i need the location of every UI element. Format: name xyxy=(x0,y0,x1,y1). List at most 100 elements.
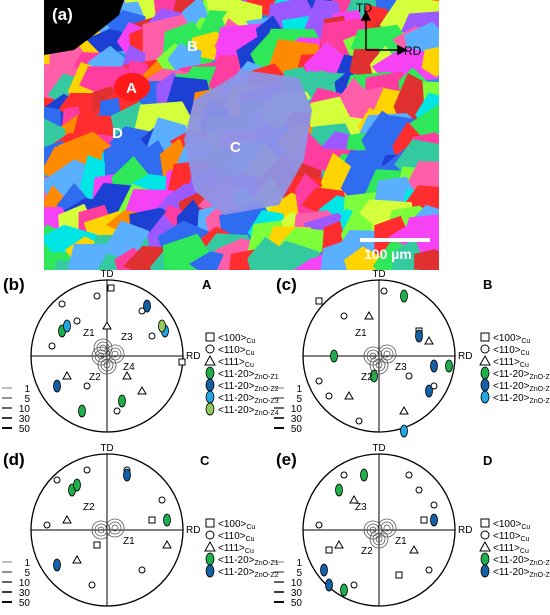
panel-label: (e) xyxy=(276,450,297,469)
cu-110-pole xyxy=(315,377,323,385)
cu-110-pole xyxy=(340,312,348,320)
cu-110-pole xyxy=(53,476,61,484)
cu-110-pole xyxy=(350,581,358,589)
cu-111-pole xyxy=(349,494,359,504)
grain-label-b: B xyxy=(187,38,198,55)
grain xyxy=(86,28,131,53)
intensity-scale-label: 1 xyxy=(296,558,302,569)
legend-label: <11-20>ZnO-Z2 xyxy=(218,567,279,579)
legend-symbol xyxy=(205,402,215,416)
legend-label: <111>Cu xyxy=(493,357,529,369)
texture-contour xyxy=(94,523,108,537)
legend-label: <100>Cu xyxy=(218,333,255,345)
intensity-scale-label: 10 xyxy=(291,578,303,589)
legend-label: <100>Cu xyxy=(493,333,530,345)
intensity-scale-label: 30 xyxy=(19,414,31,425)
grain-letter: C xyxy=(200,453,210,468)
intensity-scale-label: 1 xyxy=(24,384,30,395)
cu-100-pole xyxy=(395,571,403,579)
zno-11-20-pole xyxy=(320,563,328,577)
texture-contour xyxy=(383,524,391,532)
texture-contour xyxy=(99,344,107,352)
zno-variant-label: Z3 xyxy=(395,362,407,373)
zno-11-20-pole xyxy=(445,359,453,373)
td-label: TD xyxy=(100,443,113,454)
zno-11-20-pole xyxy=(430,359,438,373)
cu-111-pole xyxy=(62,514,72,524)
cu-110-pole xyxy=(425,566,433,574)
cu-110-pole xyxy=(380,287,388,295)
legend-label: <11-20>ZnO-Z2 xyxy=(493,381,550,393)
legend-label: <111>Cu xyxy=(493,543,529,555)
intensity-scale-label: 10 xyxy=(19,404,31,415)
texture-contour xyxy=(93,338,113,358)
cu-111-pole xyxy=(344,390,354,400)
ebsd-orientation-map: (a) A B C D TD RD 100 µm xyxy=(44,0,439,270)
texture-contour xyxy=(103,361,111,369)
texture-contour xyxy=(97,526,105,534)
zno-variant-label: Z3 xyxy=(121,332,133,343)
intensity-scale-label: 50 xyxy=(19,424,31,435)
cu-110-pole xyxy=(148,332,156,340)
panel-label: (c) xyxy=(276,275,297,294)
cu-110-pole xyxy=(355,417,363,425)
grain-label-d: D xyxy=(112,125,123,142)
axis-td-label: TD xyxy=(356,1,372,15)
cu-100-pole xyxy=(148,516,156,524)
legend-symbol xyxy=(480,518,490,528)
legend-symbol xyxy=(205,366,215,380)
texture-contour xyxy=(380,347,394,361)
cu-111-pole xyxy=(72,554,82,564)
intensity-scale-label: 30 xyxy=(291,414,303,425)
td-label: TD xyxy=(372,443,385,454)
legend-label: <110>Cu xyxy=(218,345,255,357)
intensity-scale-label: 1 xyxy=(296,384,302,395)
zno-variant-label: Z1 xyxy=(83,328,95,339)
legend-symbol xyxy=(205,378,215,392)
cu-100-pole xyxy=(420,516,428,524)
zno-variant-label: Z2 xyxy=(361,372,373,383)
legend-label: <11-20>ZnO-Z1 xyxy=(218,369,279,381)
cu-100-pole xyxy=(93,541,101,549)
grain-label-c: C xyxy=(230,139,241,156)
texture-contour xyxy=(375,535,383,543)
grain-c-region xyxy=(184,70,312,215)
zno-11-20-pole xyxy=(400,289,408,303)
grain-label-a: A xyxy=(126,80,137,97)
rd-label: RD xyxy=(458,525,472,536)
scalebar-label: 100 µm xyxy=(364,246,412,262)
cu-100-pole xyxy=(178,358,186,366)
zno-11-20-pole xyxy=(143,299,151,313)
cu-110-pole xyxy=(73,317,81,325)
legend-label: <111>Cu xyxy=(218,543,254,555)
panel-label: (b) xyxy=(3,275,25,294)
cu-100-pole xyxy=(107,284,115,292)
texture-contour xyxy=(105,518,125,538)
zno-variant-label: Z1 xyxy=(123,536,135,547)
zno-11-20-pole xyxy=(73,478,81,492)
zno-11-20-pole xyxy=(118,394,126,408)
cu-110-pole xyxy=(315,521,323,529)
grain-letter: B xyxy=(483,277,492,292)
sample-axes xyxy=(360,10,408,56)
texture-contour xyxy=(97,352,105,360)
zno-11-20-pole xyxy=(335,483,343,497)
zno-variant-label: Z1 xyxy=(355,328,367,339)
td-label: TD xyxy=(372,269,385,280)
legend-label: <100>Cu xyxy=(218,519,255,531)
legend-symbol xyxy=(205,564,215,578)
zno-11-20-pole xyxy=(158,319,166,333)
grain-a-region xyxy=(114,73,150,101)
cu-110-pole xyxy=(93,292,101,300)
legend-symbol xyxy=(205,390,215,404)
intensity-scale-label: 5 xyxy=(296,394,302,405)
texture-contour xyxy=(375,361,383,369)
cu-110-pole xyxy=(415,486,423,494)
zno-11-20-pole xyxy=(53,558,61,572)
cu-100-pole xyxy=(315,297,323,305)
cu-111-pole xyxy=(424,335,434,345)
intensity-scale-label: 50 xyxy=(19,598,31,609)
legend-symbol xyxy=(205,530,215,540)
legend-symbol xyxy=(205,518,215,528)
intensity-scale-label: 30 xyxy=(19,588,31,599)
